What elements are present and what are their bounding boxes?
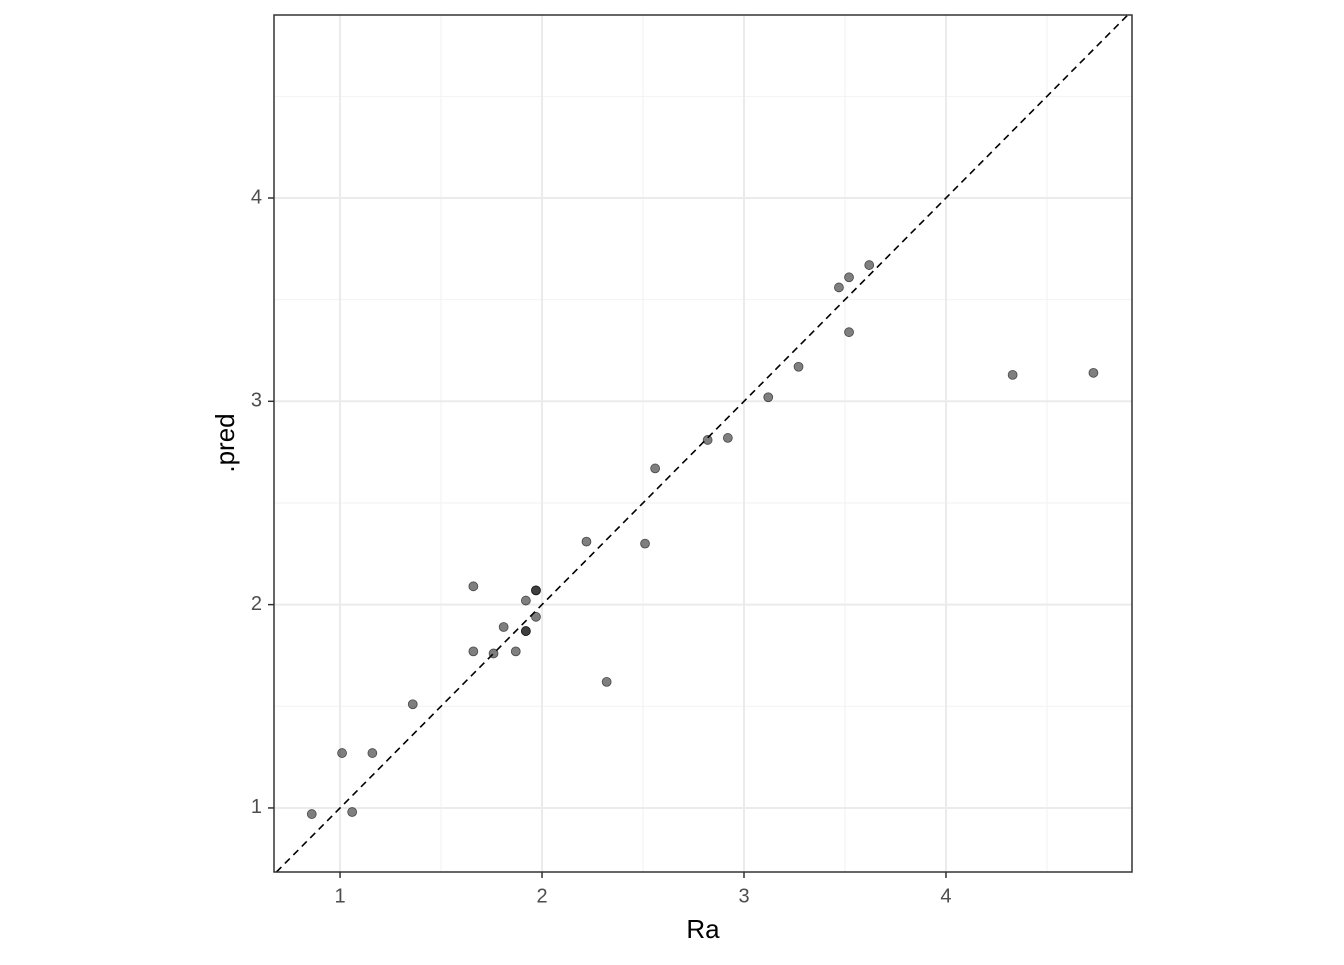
x-tick-label: 2 <box>536 885 547 907</box>
point <box>520 626 531 636</box>
plot-border <box>273 14 1133 873</box>
reference-line <box>275 14 1129 873</box>
x-tick-label: 3 <box>738 885 749 907</box>
point <box>844 272 854 283</box>
point <box>520 595 531 606</box>
point <box>581 536 592 547</box>
point <box>793 361 804 372</box>
y-tick-label: 1 <box>251 796 262 818</box>
point <box>468 646 479 657</box>
point <box>722 433 733 443</box>
point <box>763 392 774 403</box>
point <box>531 611 541 622</box>
point <box>702 435 713 445</box>
x-tick-label: 1 <box>334 885 345 907</box>
point <box>407 699 418 710</box>
point <box>468 581 479 592</box>
point <box>650 463 661 474</box>
y-tick-label: 2 <box>251 593 262 615</box>
y-tick-label: 3 <box>251 390 262 412</box>
y-axis-title: .pred <box>210 413 240 472</box>
point <box>1088 367 1099 378</box>
point <box>864 260 875 270</box>
point <box>834 282 844 293</box>
point <box>601 676 612 687</box>
point <box>844 327 854 338</box>
point <box>1007 369 1018 380</box>
y-tick-label: 4 <box>251 186 262 208</box>
point <box>367 748 378 758</box>
point <box>498 622 509 632</box>
point <box>488 648 499 659</box>
point <box>347 807 358 817</box>
point <box>306 809 317 819</box>
point <box>510 646 521 657</box>
point <box>531 585 541 596</box>
x-tick-label: 4 <box>940 885 951 907</box>
x-axis-title: Ra <box>686 914 720 944</box>
point <box>640 538 650 549</box>
point <box>337 748 347 758</box>
